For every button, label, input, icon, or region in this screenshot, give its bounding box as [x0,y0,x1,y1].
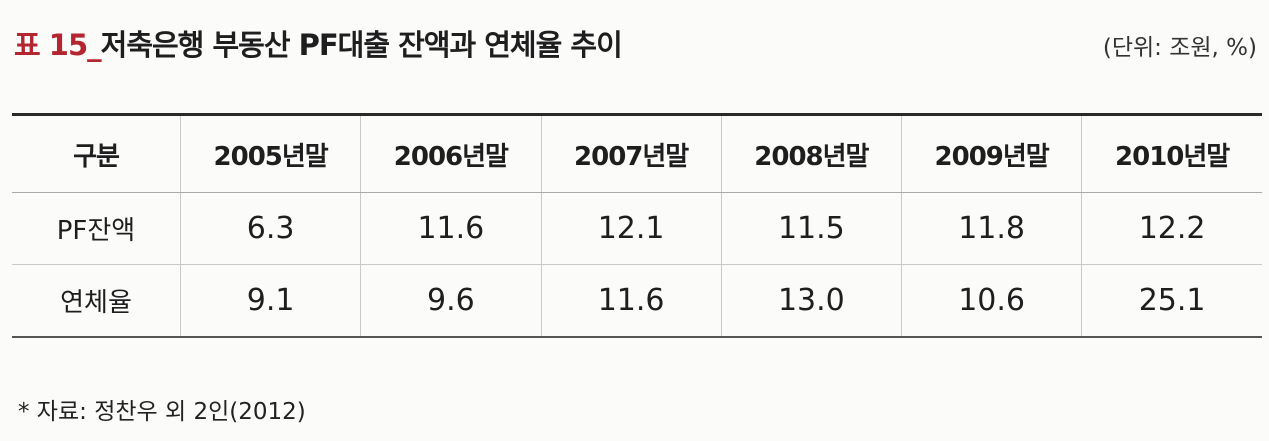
cell: 25.1 [1081,264,1262,337]
cell: 9.6 [360,264,542,337]
cell: 10.6 [900,264,1083,337]
table-row: 연체율 9.1 9.6 11.6 13.0 10.6 25.1 [12,264,1262,337]
table-label: 표 15_ [14,28,102,62]
unit: (단위: 조원, %) [1102,35,1257,61]
column-header: 2005년말 [179,114,362,193]
cell: 11.5 [720,192,903,265]
source: * 자료: 정찬우 외 2인(2012) [18,399,306,425]
column-header: 2008년말 [720,114,903,193]
cell: 12.1 [540,192,722,265]
title: 표 15_저축은행 부동산 PF대출 잔액과 연체율 추이 [14,22,623,64]
cell: 12.2 [1081,192,1262,265]
cell: 9.1 [179,264,362,337]
column-header: 2010년말 [1081,114,1262,193]
table-row: PF잔액 6.3 11.6 12.1 11.5 11.8 12.2 [12,192,1262,265]
cell: 6.3 [179,192,362,265]
column-header: 2007년말 [540,114,722,193]
table-title: 저축은행 부동산 PF대출 잔액과 연체율 추이 [100,28,623,62]
row-header: PF잔액 [12,192,181,265]
cell: 11.6 [360,192,542,265]
header-row: 구분 2005년말 2006년말 2007년말 2008년말 2009년말 2010년말 [12,114,1262,193]
cell: 13.0 [720,264,903,337]
column-header: 구분 [12,114,181,193]
column-header: 2006년말 [360,114,542,193]
row-header: 연체율 [12,264,181,337]
data-table: 구분 2005년말 2006년말 2007년말 2008년말 2009년말 2010년말 PF… [12,113,1262,338]
cell: 11.6 [540,264,722,337]
column-header: 2009년말 [900,114,1083,193]
cell: 11.8 [900,192,1083,265]
